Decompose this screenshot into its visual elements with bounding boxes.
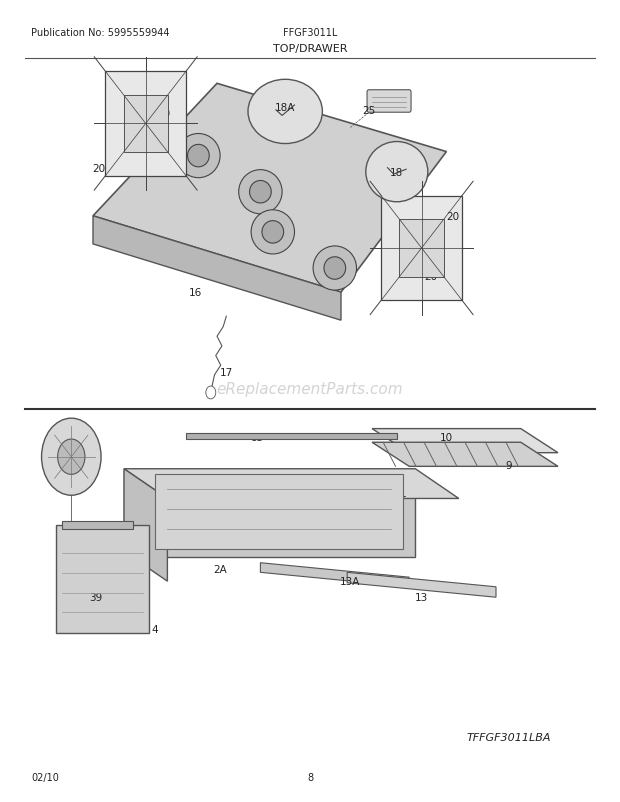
Text: 9: 9: [505, 460, 511, 470]
Text: 20: 20: [424, 272, 438, 282]
Text: 2: 2: [186, 508, 192, 518]
Text: 39: 39: [89, 593, 103, 602]
Polygon shape: [186, 433, 397, 439]
Polygon shape: [124, 469, 459, 499]
Ellipse shape: [262, 221, 284, 244]
Ellipse shape: [249, 181, 272, 204]
Ellipse shape: [177, 134, 220, 178]
Ellipse shape: [187, 145, 210, 168]
Ellipse shape: [313, 246, 356, 290]
Ellipse shape: [366, 143, 428, 202]
Text: 13A: 13A: [340, 577, 360, 586]
Polygon shape: [124, 469, 415, 557]
Text: 10: 10: [440, 432, 453, 442]
Text: 18: 18: [390, 168, 404, 177]
Polygon shape: [347, 573, 496, 597]
Text: 25: 25: [362, 106, 376, 115]
Polygon shape: [260, 563, 409, 587]
Text: 13: 13: [415, 593, 428, 602]
Ellipse shape: [324, 257, 346, 280]
Text: 16: 16: [188, 288, 202, 298]
Ellipse shape: [251, 211, 294, 255]
Text: 5: 5: [68, 460, 74, 470]
Text: TOP/DRAWER: TOP/DRAWER: [273, 44, 347, 54]
Polygon shape: [56, 525, 149, 634]
Text: Publication No: 5995559944: Publication No: 5995559944: [31, 28, 169, 38]
Text: 85: 85: [250, 432, 264, 442]
Text: 2A: 2A: [213, 565, 227, 574]
Bar: [399, 220, 444, 277]
Polygon shape: [372, 443, 558, 467]
Polygon shape: [62, 521, 133, 529]
Text: 20: 20: [92, 164, 106, 173]
Text: 02/10: 02/10: [31, 772, 59, 782]
Text: 8: 8: [307, 772, 313, 782]
FancyBboxPatch shape: [367, 91, 411, 113]
Polygon shape: [93, 84, 446, 293]
Text: FFGF3011L: FFGF3011L: [283, 28, 337, 38]
Text: 1: 1: [400, 488, 406, 498]
Bar: [105, 72, 186, 176]
Bar: [123, 95, 168, 153]
Bar: [381, 196, 462, 301]
Circle shape: [42, 419, 101, 496]
Polygon shape: [124, 469, 167, 581]
Circle shape: [206, 387, 216, 399]
Polygon shape: [93, 217, 341, 321]
Text: TFFGF3011LBA: TFFGF3011LBA: [466, 732, 551, 742]
Ellipse shape: [248, 80, 322, 144]
Text: 20: 20: [157, 109, 171, 119]
Text: 17: 17: [219, 368, 233, 378]
Circle shape: [58, 439, 85, 475]
Text: eReplacementParts.com: eReplacementParts.com: [216, 382, 404, 396]
Text: 4: 4: [152, 625, 158, 634]
Text: 20: 20: [446, 212, 459, 221]
Ellipse shape: [239, 170, 282, 214]
Polygon shape: [372, 429, 558, 453]
Polygon shape: [155, 475, 403, 549]
Text: 18A: 18A: [275, 103, 295, 113]
